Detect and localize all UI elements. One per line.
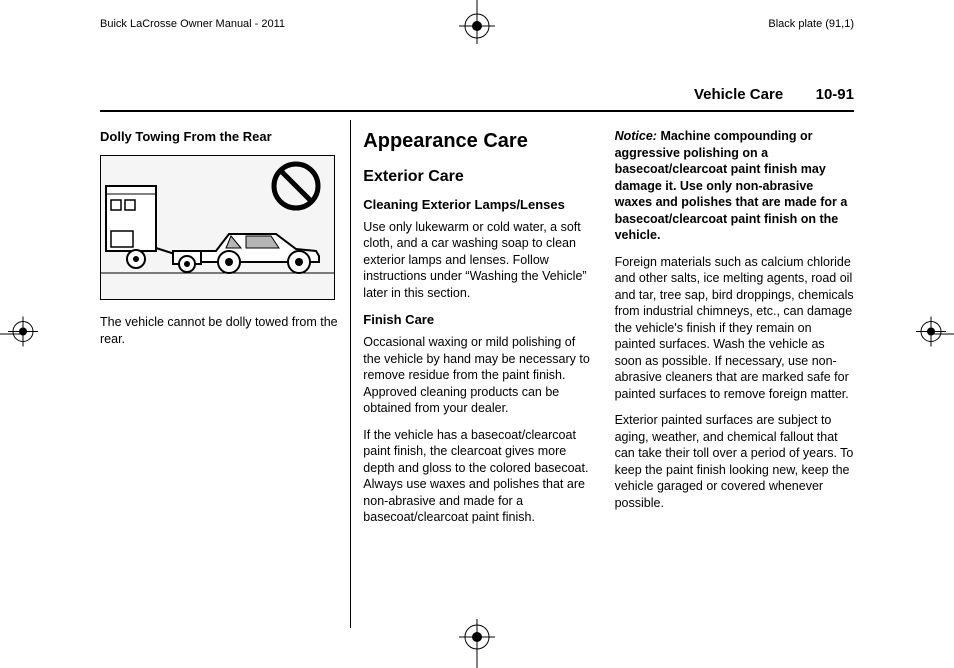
para-finish-2: If the vehicle has a basecoat/clearcoat … — [363, 427, 590, 526]
heading-exterior-care: Exterior Care — [363, 166, 590, 187]
registration-mark-left-icon — [8, 317, 38, 352]
plate-info: Black plate (91,1) — [768, 18, 854, 30]
heading-dolly-towing: Dolly Towing From the Rear — [100, 128, 338, 145]
manual-title: Buick LaCrosse Owner Manual - 2011 — [100, 18, 285, 30]
para-finish-1: Occasional waxing or mild polishing of t… — [363, 334, 590, 417]
para-foreign-materials: Foreign materials such as calcium chlori… — [615, 254, 854, 403]
notice-body: Machine compounding or aggressive polish… — [615, 129, 848, 242]
para-aging: Exterior painted surfaces are subject to… — [615, 412, 854, 511]
towing-illustration — [100, 155, 335, 300]
page-number: 10-91 — [816, 86, 854, 103]
heading-finish-care: Finish Care — [363, 311, 590, 328]
page-content: Dolly Towing From the Rear — [100, 120, 854, 628]
column-3: Notice: Machine compounding or aggressiv… — [603, 120, 854, 628]
para-cleaning-lamps: Use only lukewarm or cold water, a soft … — [363, 219, 590, 302]
registration-mark-right-icon — [916, 317, 946, 352]
section-title: Vehicle Care — [694, 86, 783, 103]
heading-appearance-care: Appearance Care — [363, 128, 590, 154]
column-1: Dolly Towing From the Rear — [100, 120, 351, 628]
print-meta-bar: Buick LaCrosse Owner Manual - 2011 Black… — [0, 18, 954, 30]
notice-label: Notice: — [615, 129, 657, 143]
towing-caption: The vehicle cannot be dolly towed from t… — [100, 314, 338, 347]
column-2: Appearance Care Exterior Care Cleaning E… — [351, 120, 602, 628]
heading-cleaning-lamps: Cleaning Exterior Lamps/Lenses — [363, 196, 590, 213]
notice-paragraph: Notice: Machine compounding or aggressiv… — [615, 128, 854, 244]
page-header: Vehicle Care 10-91 — [100, 86, 854, 112]
